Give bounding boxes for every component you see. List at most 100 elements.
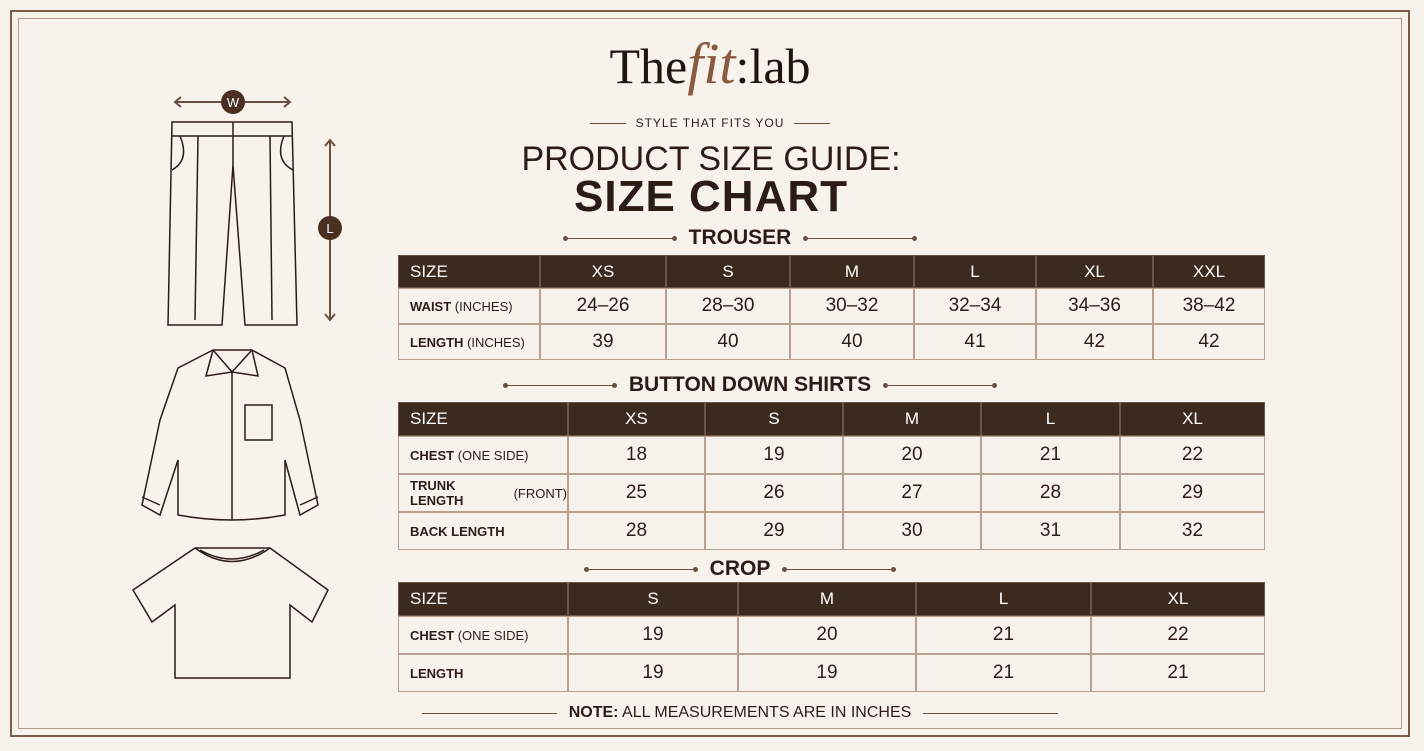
row-label: CHEST	[410, 447, 455, 463]
value-cell: 31	[981, 512, 1120, 550]
header-cell: M	[790, 255, 914, 288]
rule	[782, 566, 897, 572]
rule	[502, 382, 617, 388]
header-cell: S	[666, 255, 790, 288]
value-cell: 38–42	[1153, 288, 1265, 324]
note: NOTE: ALL MEASUREMENTS ARE IN INCHES	[390, 704, 1090, 722]
rule	[923, 712, 1059, 714]
row-unit: (INCHES)	[454, 298, 513, 314]
tagline-row: STYLE THAT FITS YOU	[590, 116, 830, 130]
rule	[583, 566, 698, 572]
value-cell: 39	[540, 324, 666, 360]
row-unit: (ONE SIDE)	[457, 447, 529, 463]
logo-the: The	[609, 38, 688, 94]
value-cell: 28–30	[666, 288, 790, 324]
length-label: L	[326, 221, 333, 236]
row-label: LENGTH	[410, 665, 464, 681]
section-title: BUTTON DOWN SHIRTS	[628, 373, 872, 396]
title: PRODUCT SIZE GUIDE:	[521, 140, 901, 178]
value-cell: 27	[843, 474, 981, 512]
tagline: STYLE THAT FITS YOU	[635, 116, 785, 130]
rule	[883, 382, 998, 388]
section-heading: BUTTON DOWN SHIRTS	[400, 371, 1100, 399]
section-title: CROP	[709, 557, 771, 580]
header-cell: M	[843, 402, 981, 436]
header-cell: L	[981, 402, 1120, 436]
value-cell: 18	[568, 436, 705, 474]
logo-lab: :lab	[735, 38, 811, 94]
header-cell: M	[738, 582, 916, 616]
value-cell: 20	[738, 616, 916, 654]
value-cell: 29	[705, 512, 843, 550]
row-label: TRUNK LENGTH	[410, 478, 464, 508]
header-cell: XL	[1036, 255, 1153, 288]
value-cell: 21	[981, 436, 1120, 474]
frame-inner	[18, 18, 1402, 729]
row-label-cell: CHEST (ONE SIDE)	[398, 616, 568, 654]
value-cell: 19	[568, 654, 738, 692]
row-label: LENGTH	[410, 334, 464, 350]
row-label-cell: LENGTH (INCHES)	[398, 324, 540, 360]
rule	[794, 122, 830, 124]
section-title: TROUSER	[688, 226, 792, 249]
row-label-cell: WAIST (INCHES)	[398, 288, 540, 324]
logo: Thefit:lab	[560, 30, 860, 97]
header-cell: SIZE	[398, 402, 568, 436]
value-cell: 41	[914, 324, 1036, 360]
value-cell: 19	[705, 436, 843, 474]
row-label-cell: TRUNK LENGTH (FRONT)	[398, 474, 568, 512]
value-cell: 28	[981, 474, 1120, 512]
header-cell: L	[916, 582, 1091, 616]
subtitle: SIZE CHART	[574, 172, 848, 221]
row-label-cell: BACK LENGTH	[398, 512, 568, 550]
value-cell: 22	[1120, 436, 1265, 474]
section-heading: CROP	[390, 555, 1090, 583]
value-cell: 40	[790, 324, 914, 360]
row-label: WAIST	[410, 298, 452, 314]
rule	[803, 235, 918, 241]
header-cell: XL	[1091, 582, 1265, 616]
header-cell: XL	[1120, 402, 1265, 436]
value-cell: 21	[916, 616, 1091, 654]
rule	[562, 235, 677, 241]
value-cell: 29	[1120, 474, 1265, 512]
row-unit: (ONE SIDE)	[457, 627, 529, 643]
row-label: CHEST	[410, 627, 455, 643]
value-cell: 42	[1153, 324, 1265, 360]
rule	[421, 712, 557, 714]
value-cell: 32–34	[914, 288, 1036, 324]
logo-fit: fit	[687, 31, 736, 96]
header-cell: L	[914, 255, 1036, 288]
header-cell: SIZE	[398, 255, 540, 288]
value-cell: 30–32	[790, 288, 914, 324]
value-cell: 20	[843, 436, 981, 474]
row-unit: (FRONT)	[513, 485, 567, 501]
value-cell: 42	[1036, 324, 1153, 360]
note-text: ALL MEASUREMENTS ARE IN INCHES	[622, 704, 912, 721]
width-label: W	[227, 95, 240, 110]
value-cell: 19	[738, 654, 916, 692]
header-cell: S	[705, 402, 843, 436]
row-label: BACK LENGTH	[410, 523, 505, 539]
header-cell: S	[568, 582, 738, 616]
value-cell: 19	[568, 616, 738, 654]
value-cell: 40	[666, 324, 790, 360]
header-cell: XS	[540, 255, 666, 288]
row-unit: (INCHES)	[467, 334, 525, 350]
value-cell: 28	[568, 512, 705, 550]
value-cell: 24–26	[540, 288, 666, 324]
value-cell: 30	[843, 512, 981, 550]
header-cell: XXL	[1153, 255, 1265, 288]
value-cell: 32	[1120, 512, 1265, 550]
row-label-cell: LENGTH	[398, 654, 568, 692]
frame	[10, 10, 1410, 737]
value-cell: 25	[568, 474, 705, 512]
value-cell: 21	[1091, 654, 1265, 692]
note-label: NOTE:	[568, 704, 619, 721]
value-cell: 26	[705, 474, 843, 512]
row-label-cell: CHEST (ONE SIDE)	[398, 436, 568, 474]
value-cell: 22	[1091, 616, 1265, 654]
value-cell: 34–36	[1036, 288, 1153, 324]
rule	[590, 122, 626, 124]
